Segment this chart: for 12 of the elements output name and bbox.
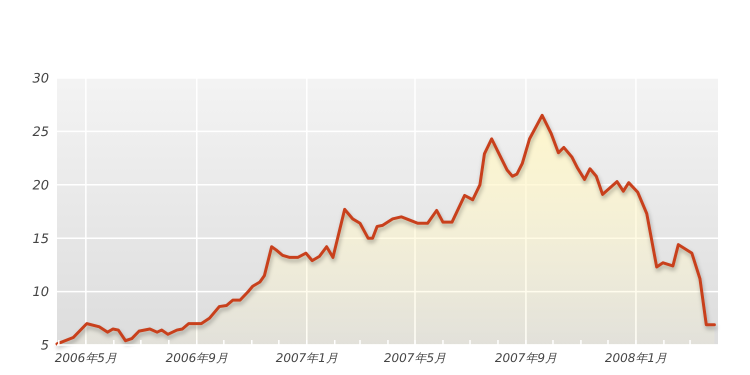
y-tick-label: 20 [32, 178, 49, 194]
y-tick-label: 5 [40, 338, 49, 354]
x-tick-label: 2006年9月 [166, 351, 228, 365]
y-tick-label: 15 [32, 232, 49, 247]
x-tick-label: 2007年9月 [494, 351, 558, 365]
x-tick-label: 2008年1月 [604, 351, 668, 365]
y-tick-label: 10 [32, 285, 49, 300]
x-tick-label: 2007年5月 [384, 351, 446, 365]
y-tick-label: 25 [32, 124, 49, 140]
x-tick-label: 2006年5月 [54, 351, 117, 365]
y-tick-label: 30 [32, 72, 49, 87]
x-tick-label: 2007年1月 [276, 351, 338, 365]
